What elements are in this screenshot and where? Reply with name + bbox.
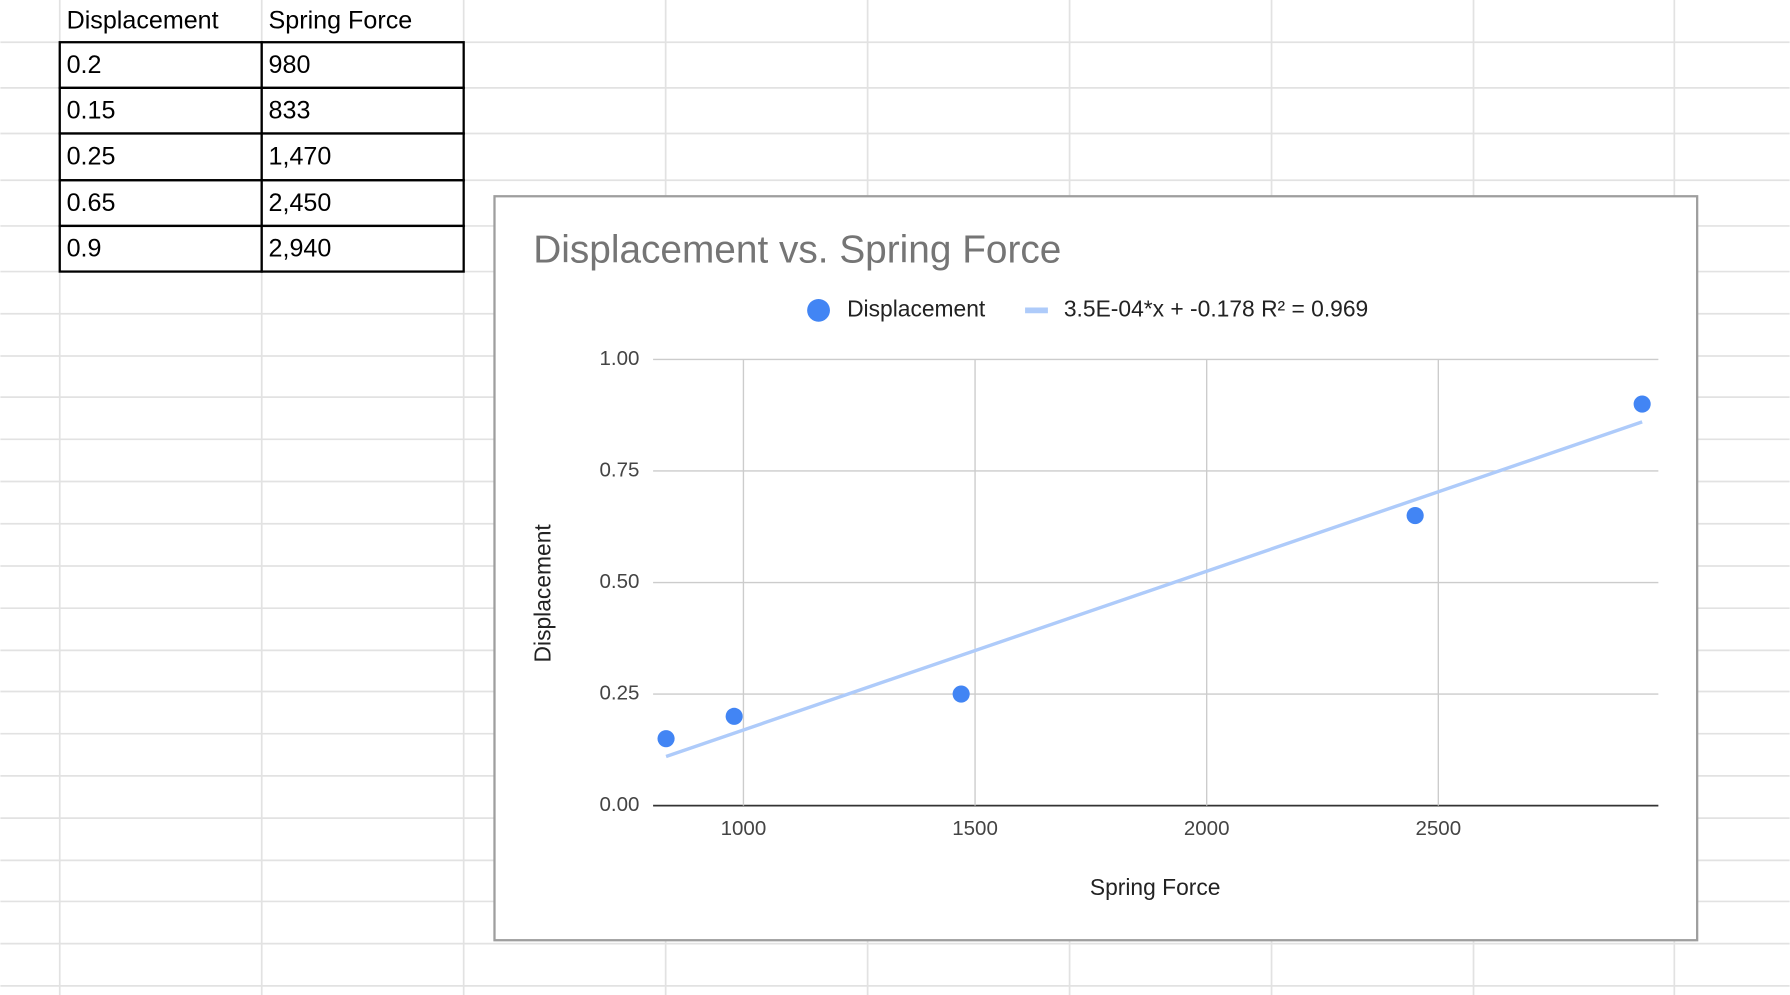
plot: 0.00 0.25 0.50 0.75 1.00 1000 1500 2000 2500 Disp… — [599, 295, 1659, 840]
table-cell-text: 0.9 — [67, 235, 102, 263]
header-cell: Displacement — [67, 6, 219, 34]
table: Displacement Spring Force 0.2 980 0.15 833 0.2… — [58, 6, 465, 273]
trend-line — [665, 420, 1643, 759]
legend-label: Displacement — [847, 295, 986, 321]
table-cell — [260, 179, 465, 228]
y-axis-label: Displacement — [530, 524, 556, 663]
y-tick-label: 0.75 — [599, 458, 639, 481]
x-tick-label: 2000 — [1184, 817, 1230, 840]
data-point — [725, 707, 743, 725]
data-point — [1406, 507, 1424, 525]
x-tick-label: 2500 — [1415, 817, 1461, 840]
table-cell-text: 833 — [269, 96, 311, 124]
table-cell-text: 2,450 — [269, 189, 332, 217]
data-point — [657, 730, 675, 748]
y-tick-label: 0.50 — [599, 570, 639, 593]
legend-marker — [807, 298, 830, 322]
data-point — [1633, 395, 1651, 413]
table-cell-text: 0.65 — [67, 189, 116, 217]
x-tick-label: 1500 — [952, 817, 998, 840]
table-cell-text: 980 — [269, 51, 311, 79]
legend-label: 3.5E-04*x + -0.178 R² = 0.969 — [1064, 295, 1368, 321]
table-cell — [58, 179, 263, 228]
table-cell-text: 0.2 — [67, 51, 102, 79]
table-cell — [260, 224, 465, 273]
data-point — [952, 685, 970, 703]
table-cell-text: 2,940 — [269, 235, 332, 263]
table-cell-text: 0.15 — [67, 96, 116, 124]
table-cell-text: 0.25 — [67, 143, 116, 171]
table-cell — [260, 41, 465, 90]
table-cell — [260, 86, 465, 135]
chart-frame — [493, 195, 1699, 942]
chart-title: Displacement vs. Spring Force — [533, 228, 1061, 271]
table-cell — [58, 41, 263, 90]
y-tick-label: 1.00 — [599, 347, 639, 370]
y-tick-label: 0.25 — [599, 681, 639, 704]
table-cell — [260, 132, 465, 182]
y-tick-label: 0.00 — [599, 793, 639, 816]
x-tick-label: 1000 — [721, 817, 767, 840]
table-cell-text: 1,470 — [269, 143, 332, 171]
header-cell: Spring Force — [269, 6, 413, 34]
x-axis-label: Spring Force — [1090, 874, 1221, 900]
